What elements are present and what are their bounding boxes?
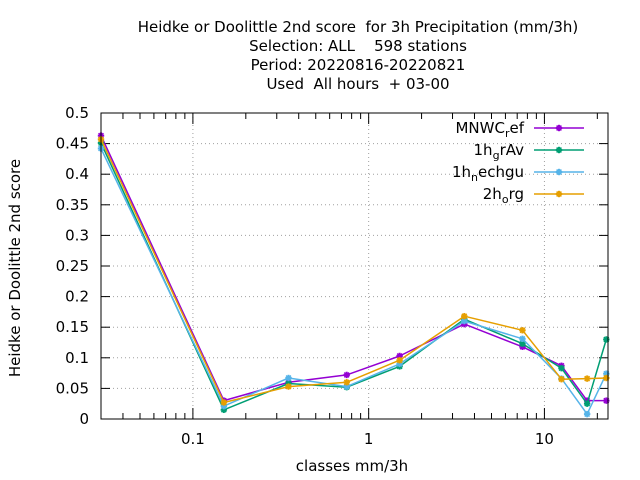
data-point-series-4 xyxy=(519,327,526,334)
data-point-series-4 xyxy=(558,376,565,383)
y-axis-label: Heidke or Doolittle 2nd score xyxy=(6,159,24,377)
tick-layer: 0 0.05 0.1 0.15 0.2 0.25 0.3 0.35 0.4 0.45 0.5 0.1 1… xyxy=(56,104,608,448)
series-line-1 xyxy=(100,135,607,402)
legend-marker-4 xyxy=(555,190,563,198)
legend-label-4: 2horg xyxy=(483,185,524,206)
data-point-series-3 xyxy=(519,335,526,343)
data-point-series-3 xyxy=(583,410,591,418)
data-point-series-4 xyxy=(343,379,350,386)
y-tick-label: 0.45 xyxy=(56,135,89,153)
y-tick-label: 0.05 xyxy=(56,379,89,397)
x-tick-label: 1 xyxy=(364,430,374,448)
data-point-series-2 xyxy=(519,340,526,347)
legend-marker-3 xyxy=(555,168,563,176)
x-tick-label: 10 xyxy=(535,430,554,448)
y-tick-label: 0.4 xyxy=(65,165,89,183)
legend-label-2: 1hgrAv xyxy=(474,141,525,162)
data-point-series-4 xyxy=(396,357,403,364)
legend-marker-2 xyxy=(555,146,563,154)
chart-title-line-4: Used All hours + 03-00 xyxy=(266,75,450,93)
x-axis-label: classes mm/3h xyxy=(296,457,408,475)
legend-label-3: 1hnechgu xyxy=(452,163,524,184)
y-tick-label: 0.3 xyxy=(65,226,89,244)
chart-title-line-3: Period: 20220816-20220821 xyxy=(250,56,466,74)
data-point-series-3 xyxy=(285,374,292,382)
series-line-3 xyxy=(100,148,607,415)
plot-frame xyxy=(100,112,609,420)
data-point-series-1 xyxy=(343,371,350,379)
y-tick-label: 0.35 xyxy=(56,196,89,214)
series-layer xyxy=(97,132,610,418)
grid-layer xyxy=(101,113,608,419)
y-tick-label: 0 xyxy=(79,410,89,428)
data-point-series-4 xyxy=(461,312,468,320)
x-tick-label: 0.1 xyxy=(181,430,205,448)
data-point-series-4 xyxy=(603,374,610,382)
data-point-series-4 xyxy=(583,375,591,382)
chart-title-line-1: Heidke or Doolittle 2nd score for 3h Pre… xyxy=(137,18,579,36)
y-tick-label: 0.5 xyxy=(65,104,89,122)
series-line-4 xyxy=(100,138,607,404)
y-tick-label: 0.1 xyxy=(65,349,89,367)
data-point-series-4 xyxy=(220,399,228,406)
legend-marker-1 xyxy=(555,124,563,132)
y-tick-label: 0.2 xyxy=(65,288,89,306)
data-point-series-4 xyxy=(285,383,292,390)
legend-label-1: MNWCref xyxy=(455,119,524,140)
data-point-series-1 xyxy=(396,352,403,360)
y-tick-label: 0.15 xyxy=(56,318,89,336)
data-point-series-1 xyxy=(603,397,610,404)
data-point-series-2 xyxy=(603,336,610,343)
data-point-series-2 xyxy=(583,400,591,407)
chart-title-line-2: Selection: ALL 598 stations xyxy=(249,37,467,55)
data-point-series-2 xyxy=(558,365,565,372)
series-line-2 xyxy=(100,142,608,411)
y-tick-label: 0.25 xyxy=(56,257,89,275)
